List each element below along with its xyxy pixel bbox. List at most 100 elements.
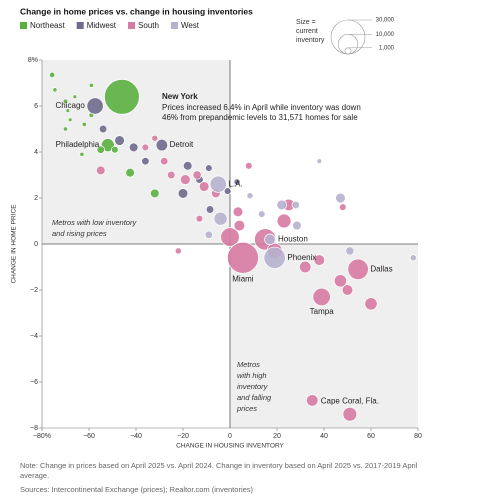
bubble bbox=[174, 247, 182, 255]
bubble bbox=[151, 134, 159, 142]
bubble-label: Philadelphia bbox=[56, 140, 100, 149]
bubble bbox=[306, 394, 319, 407]
bubble bbox=[141, 143, 150, 152]
bubble bbox=[339, 203, 347, 211]
bubble bbox=[96, 145, 105, 154]
bubble bbox=[81, 121, 87, 127]
bubble bbox=[232, 206, 244, 218]
bubble bbox=[205, 164, 213, 172]
bubble bbox=[177, 188, 189, 199]
bubble bbox=[98, 124, 108, 134]
bubble-label: Cape Coral, Fla. bbox=[321, 396, 379, 405]
bubble bbox=[263, 246, 286, 269]
x-tick-label: 0 bbox=[228, 433, 232, 440]
bubble bbox=[67, 117, 73, 123]
bubble bbox=[195, 214, 204, 223]
bubble bbox=[128, 142, 139, 153]
bubble bbox=[335, 192, 346, 204]
bubble-label: Detroit bbox=[170, 140, 194, 149]
bubble bbox=[312, 287, 331, 307]
bubble bbox=[104, 79, 140, 115]
bubble bbox=[291, 200, 300, 210]
bubble bbox=[52, 87, 58, 93]
annotation-text: 46% from prepandemic levels to 31,571 ho… bbox=[162, 113, 358, 122]
bubble bbox=[180, 174, 191, 185]
source: Sources: Intercontinental Exchange (pric… bbox=[20, 485, 254, 494]
bubble-label: Phoenix bbox=[287, 253, 316, 262]
bubble bbox=[299, 260, 312, 274]
bubble bbox=[182, 161, 193, 171]
bubble bbox=[167, 170, 176, 180]
size-legend-circle bbox=[330, 19, 366, 55]
bubble-label: Tampa bbox=[310, 307, 335, 316]
bubble bbox=[341, 284, 354, 296]
x-tick-label: −20 bbox=[177, 433, 189, 440]
bubble bbox=[233, 219, 246, 232]
y-axis-title: CHANGE IN HOME PRICE bbox=[11, 204, 18, 284]
bubble bbox=[155, 138, 169, 152]
legend-label: South bbox=[138, 21, 159, 30]
bubble bbox=[88, 82, 94, 88]
bubble bbox=[292, 220, 302, 231]
size-legend-label: 10,000 bbox=[376, 32, 395, 38]
bubble bbox=[79, 151, 85, 157]
bubble bbox=[316, 158, 323, 164]
quadrant-note: and falling bbox=[237, 393, 272, 402]
bubble bbox=[111, 145, 119, 154]
bubble bbox=[264, 233, 276, 246]
size-legend-label: 1,000 bbox=[379, 45, 395, 51]
quadrant-note: inventory bbox=[237, 382, 269, 391]
legend-swatch bbox=[20, 22, 27, 29]
bubble bbox=[192, 170, 202, 180]
y-tick-label: 8% bbox=[28, 57, 38, 64]
bubble bbox=[141, 157, 150, 166]
size-legend-title: inventory bbox=[296, 37, 325, 44]
bubble bbox=[313, 254, 326, 266]
x-tick-label: 40 bbox=[320, 433, 328, 440]
bubble bbox=[345, 246, 355, 256]
note: average. bbox=[20, 471, 49, 480]
bubble bbox=[246, 192, 254, 200]
bubble bbox=[62, 98, 69, 105]
size-legend-label: 30,000 bbox=[376, 18, 395, 24]
y-tick-label: −8 bbox=[30, 425, 38, 432]
bubble-label: L.A. bbox=[228, 179, 242, 188]
legend-swatch bbox=[76, 22, 84, 29]
annotation-text: Prices increased 6.4% in April while inv… bbox=[162, 103, 361, 112]
y-tick-label: −2 bbox=[30, 287, 38, 294]
size-legend-circle bbox=[337, 34, 359, 55]
y-tick-label: −6 bbox=[30, 379, 38, 386]
quadrant-note: with high bbox=[237, 371, 267, 380]
bubble bbox=[276, 213, 292, 229]
quadrant-note: Metros bbox=[237, 360, 260, 369]
x-axis-title: CHANGE IN HOUSING INVENTORY bbox=[176, 443, 284, 450]
bubble-label: Houston bbox=[278, 235, 308, 244]
y-tick-label: −4 bbox=[30, 333, 38, 340]
legend-label: West bbox=[181, 21, 200, 30]
bubble bbox=[150, 188, 160, 199]
quadrant-shade bbox=[230, 244, 418, 428]
x-tick-label: 20 bbox=[273, 433, 281, 440]
bubble bbox=[220, 227, 240, 247]
bubble bbox=[72, 94, 78, 100]
x-tick-label: −80% bbox=[33, 433, 51, 440]
bubble bbox=[342, 406, 358, 422]
bubble-label: Miami bbox=[232, 274, 254, 283]
size-legend-circle bbox=[344, 47, 352, 55]
legend-swatch bbox=[170, 22, 178, 29]
bubble bbox=[276, 199, 287, 211]
legend-swatch bbox=[128, 22, 136, 29]
quadrant-note: prices bbox=[236, 404, 257, 413]
x-tick-label: 80 bbox=[414, 433, 422, 440]
quadrant-note: and rising prices bbox=[52, 229, 107, 238]
bubble bbox=[62, 126, 69, 132]
bubble bbox=[160, 157, 169, 166]
bubble bbox=[213, 211, 228, 226]
size-legend-title: current bbox=[296, 28, 318, 35]
bubble bbox=[257, 210, 266, 218]
bubble bbox=[233, 178, 241, 186]
bubble bbox=[125, 167, 135, 178]
bubble bbox=[364, 297, 378, 311]
bubble bbox=[205, 205, 215, 214]
